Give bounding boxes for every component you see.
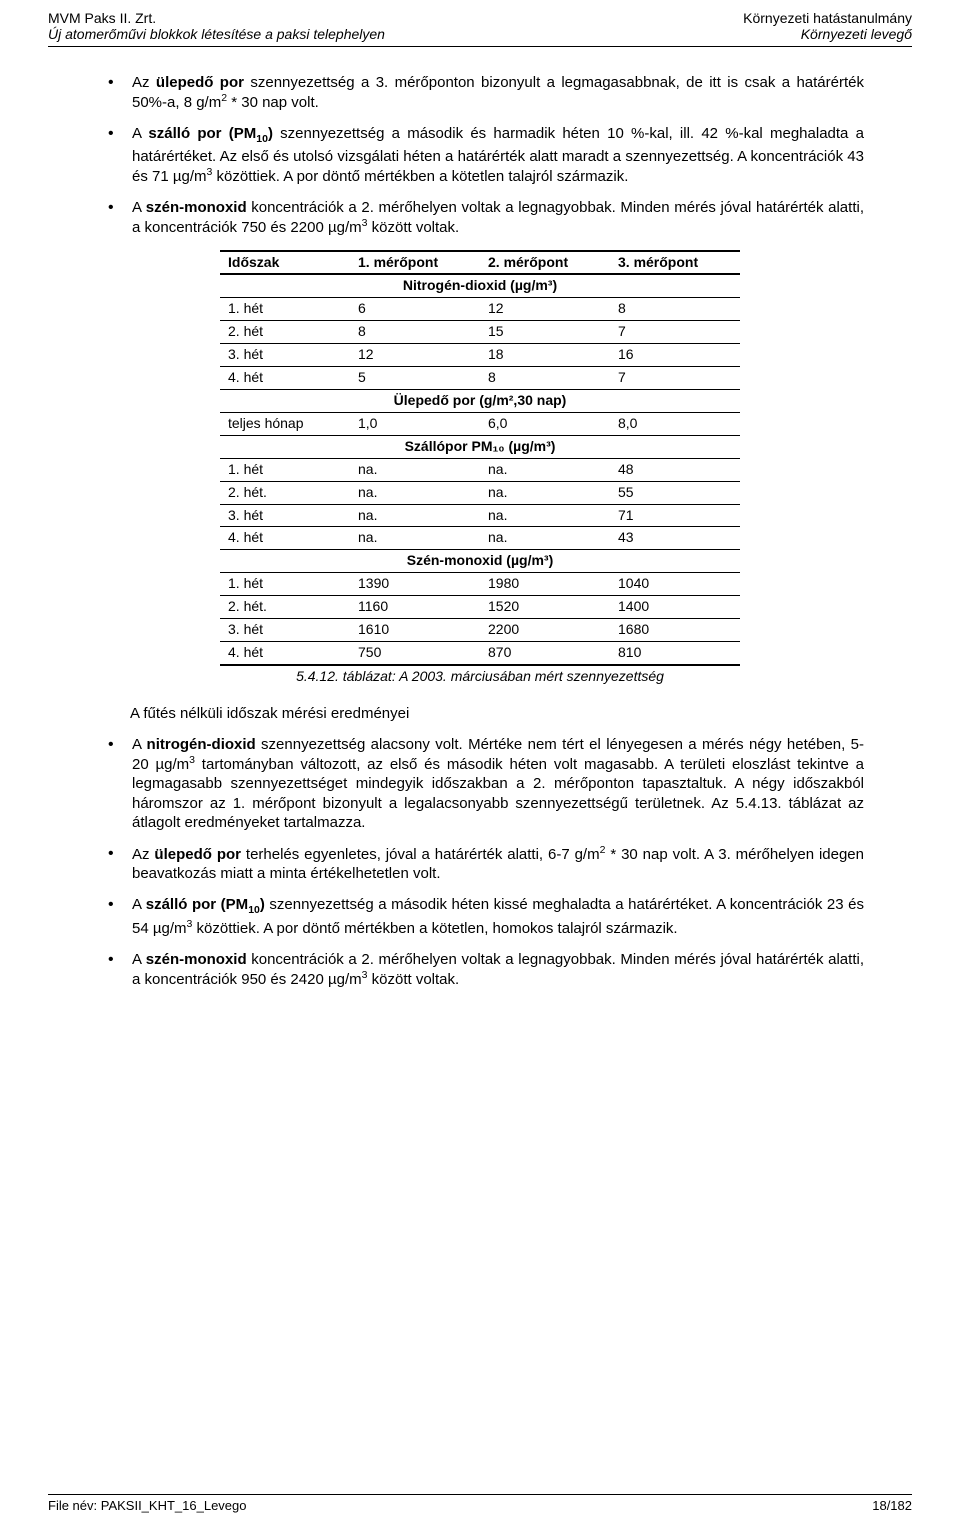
table-cell: 1610	[350, 619, 480, 642]
bullet-item: A nitrogén-dioxid szennyezettség alacson…	[96, 735, 864, 832]
table-cell: na.	[480, 458, 610, 481]
section-subhead: A fűtés nélküli időszak mérési eredménye…	[130, 704, 864, 723]
table-cell: 1. hét	[220, 458, 350, 481]
table-cell: 8	[480, 367, 610, 390]
measurement-table: Időszak1. mérőpont2. mérőpont3. mérőpont…	[220, 250, 740, 666]
table-cell: 1390	[350, 573, 480, 596]
bullet-item: A szén-monoxid koncentrációk a 2. mérőhe…	[96, 950, 864, 989]
table-section-title: Szállópor PM₁₀ (µg/m³)	[220, 435, 740, 458]
table-cell: 6,0	[480, 412, 610, 435]
table-cell: 1040	[610, 573, 740, 596]
page-footer: File név: PAKSII_KHT_16_Levego 18/182	[0, 1494, 960, 1513]
table-cell: na.	[350, 504, 480, 527]
header-right-1: Környezeti hatástanulmány	[743, 10, 912, 26]
page-header: MVM Paks II. Zrt. Új atomerőművi blokkok…	[0, 0, 960, 46]
table-section-title: Szén-monoxid (µg/m³)	[220, 550, 740, 573]
table-cell: 3. hét	[220, 504, 350, 527]
bullet-list-top: Az ülepedő por szennyezettség a 3. mérőp…	[96, 73, 864, 238]
table-header: 1. mérőpont	[350, 251, 480, 275]
footer-left: File név: PAKSII_KHT_16_Levego	[48, 1498, 247, 1513]
table-cell: 3. hét	[220, 619, 350, 642]
table-cell: 48	[610, 458, 740, 481]
table-cell: 870	[480, 641, 610, 664]
table-cell: 750	[350, 641, 480, 664]
table-cell: na.	[350, 458, 480, 481]
table-header: 3. mérőpont	[610, 251, 740, 275]
table-cell: na.	[480, 481, 610, 504]
table-cell: 15	[480, 321, 610, 344]
table-cell: teljes hónap	[220, 412, 350, 435]
header-left-1: MVM Paks II. Zrt.	[48, 10, 385, 26]
table-cell: 71	[610, 504, 740, 527]
table-cell: 1980	[480, 573, 610, 596]
table-cell: 8,0	[610, 412, 740, 435]
table-cell: 18	[480, 344, 610, 367]
table-cell: 810	[610, 641, 740, 664]
table-cell: 43	[610, 527, 740, 550]
table-cell: na.	[480, 527, 610, 550]
table-cell: 16	[610, 344, 740, 367]
table-cell: 3. hét	[220, 344, 350, 367]
table-cell: 1. hét	[220, 298, 350, 321]
table-cell: 1. hét	[220, 573, 350, 596]
header-rule	[48, 46, 912, 47]
table-cell: 4. hét	[220, 641, 350, 664]
table-cell: 12	[350, 344, 480, 367]
table-cell: 2. hét	[220, 321, 350, 344]
table-cell: 2. hét.	[220, 481, 350, 504]
table-section-title: Nitrogén-dioxid (µg/m³)	[220, 274, 740, 297]
table-cell: 1400	[610, 596, 740, 619]
bullet-list-bottom: A nitrogén-dioxid szennyezettség alacson…	[96, 735, 864, 989]
header-left-2: Új atomerőművi blokkok létesítése a paks…	[48, 26, 385, 42]
footer-right: 18/182	[872, 1498, 912, 1513]
table-cell: 55	[610, 481, 740, 504]
bullet-item: Az ülepedő por szennyezettség a 3. mérőp…	[96, 73, 864, 112]
header-right-2: Környezeti levegő	[743, 26, 912, 42]
table-cell: 7	[610, 321, 740, 344]
table-cell: 4. hét	[220, 527, 350, 550]
table-caption: 5.4.12. táblázat: A 2003. márciusában mé…	[96, 668, 864, 686]
table-cell: 1160	[350, 596, 480, 619]
page-content: Az ülepedő por szennyezettség a 3. mérőp…	[0, 73, 960, 989]
bullet-item: Az ülepedő por terhelés egyenletes, jóva…	[96, 844, 864, 883]
table-cell: 12	[480, 298, 610, 321]
bullet-item: A szálló por (PM10) szennyezettség a más…	[96, 895, 864, 938]
table-cell: 7	[610, 367, 740, 390]
table-cell: 1520	[480, 596, 610, 619]
bullet-item: A szálló por (PM10) szennyezettség a más…	[96, 124, 864, 186]
bullet-item: A szén-monoxid koncentrációk a 2. mérőhe…	[96, 198, 864, 237]
table-cell: na.	[350, 481, 480, 504]
table-cell: na.	[480, 504, 610, 527]
table-cell: 8	[610, 298, 740, 321]
table-cell: na.	[350, 527, 480, 550]
table-cell: 8	[350, 321, 480, 344]
table-cell: 5	[350, 367, 480, 390]
table-section-title: Ülepedő por (g/m²,30 nap)	[220, 390, 740, 413]
table-header: Időszak	[220, 251, 350, 275]
table-cell: 6	[350, 298, 480, 321]
table-cell: 1,0	[350, 412, 480, 435]
table-cell: 4. hét	[220, 367, 350, 390]
table-cell: 1680	[610, 619, 740, 642]
table-cell: 2200	[480, 619, 610, 642]
table-header: 2. mérőpont	[480, 251, 610, 275]
table-cell: 2. hét.	[220, 596, 350, 619]
